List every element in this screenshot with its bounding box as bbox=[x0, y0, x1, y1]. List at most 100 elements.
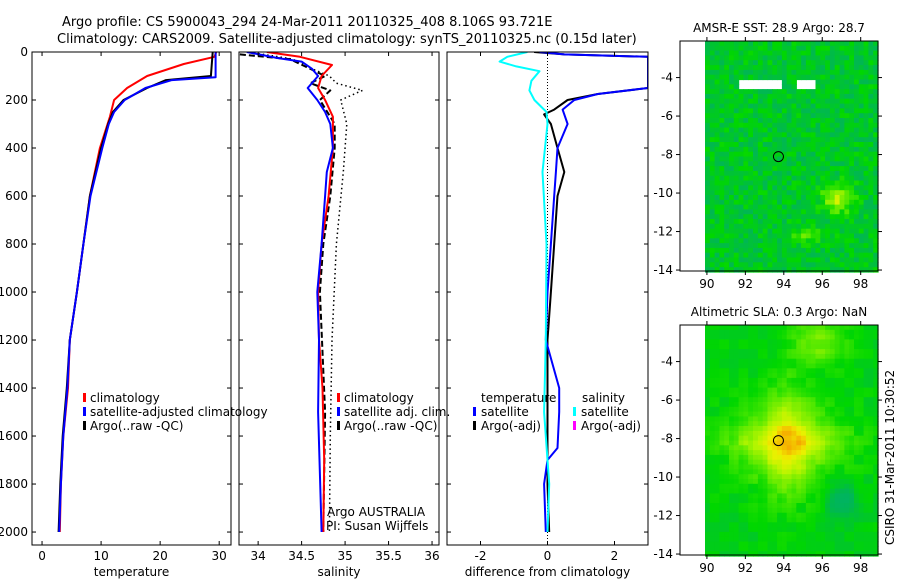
map-cell bbox=[849, 430, 855, 437]
map-cell bbox=[772, 74, 778, 81]
map-cell bbox=[786, 166, 793, 172]
temperature-legend: climatology satellite-adjusted climatolo… bbox=[83, 391, 268, 433]
map-cell bbox=[801, 349, 807, 355]
map-cell bbox=[873, 93, 879, 100]
map-cell bbox=[733, 358, 740, 365]
map-cell bbox=[753, 445, 759, 451]
map-cell bbox=[873, 421, 879, 427]
map-cell bbox=[714, 426, 720, 432]
map-cell bbox=[781, 79, 788, 85]
map-cell bbox=[777, 161, 783, 167]
map-cell bbox=[762, 426, 769, 432]
map-cell bbox=[829, 247, 836, 254]
map-cell bbox=[724, 546, 730, 552]
map-cell bbox=[839, 440, 845, 446]
map-cell bbox=[757, 214, 764, 220]
map-cell bbox=[767, 363, 773, 369]
map-cell bbox=[762, 166, 769, 172]
map-cell bbox=[810, 209, 817, 215]
map-cell bbox=[849, 469, 855, 475]
legend-swatch-argo bbox=[83, 421, 86, 430]
map-cell bbox=[719, 190, 725, 196]
map-cell bbox=[748, 353, 754, 360]
map-cell bbox=[839, 517, 845, 523]
map-cell bbox=[743, 209, 749, 215]
map-cell bbox=[786, 233, 793, 239]
map-cell bbox=[854, 195, 860, 201]
map-cell bbox=[863, 488, 869, 494]
map-cell bbox=[762, 50, 769, 56]
map-cell bbox=[849, 113, 855, 119]
map-cell bbox=[796, 166, 802, 172]
map-cell bbox=[858, 377, 865, 384]
map-cell bbox=[777, 488, 783, 494]
map-cell bbox=[849, 45, 855, 52]
map-cell bbox=[791, 546, 797, 552]
map-cell bbox=[748, 411, 754, 417]
map-cell bbox=[781, 113, 788, 119]
map-cell bbox=[829, 498, 836, 504]
map-cell bbox=[729, 118, 735, 124]
map-cell bbox=[796, 541, 802, 547]
map-cell bbox=[777, 142, 783, 148]
map-cell bbox=[810, 329, 817, 336]
map-cell bbox=[729, 397, 735, 403]
map-cell bbox=[863, 445, 869, 451]
map-cell bbox=[777, 512, 783, 519]
map-cell bbox=[709, 445, 716, 451]
map-cell bbox=[719, 108, 725, 114]
map-cell bbox=[844, 541, 850, 547]
map-cell bbox=[772, 180, 778, 186]
map-cell bbox=[733, 541, 740, 547]
map-cell bbox=[829, 488, 836, 494]
map-cell bbox=[791, 469, 797, 475]
map-cell bbox=[777, 175, 783, 182]
map-cell bbox=[791, 262, 797, 268]
map-cell bbox=[729, 233, 735, 239]
map-cell bbox=[753, 392, 759, 398]
map-cell bbox=[801, 531, 807, 538]
map-cell bbox=[709, 65, 716, 71]
map-cell bbox=[815, 252, 821, 259]
map-cell bbox=[873, 493, 879, 499]
x-tick-label: 94 bbox=[776, 561, 791, 575]
map-cell bbox=[801, 238, 807, 244]
map-cell bbox=[777, 204, 783, 210]
map-cell bbox=[791, 45, 797, 52]
map-cell bbox=[805, 60, 812, 66]
map-cell bbox=[796, 551, 802, 557]
map-cell bbox=[733, 344, 740, 350]
map-cell bbox=[786, 156, 793, 162]
map-cell bbox=[801, 363, 807, 369]
map-cell bbox=[772, 358, 778, 365]
map-cell bbox=[810, 262, 817, 268]
map-cell bbox=[777, 45, 783, 52]
map-cell bbox=[839, 93, 845, 100]
map-cell bbox=[743, 267, 749, 273]
map-cell bbox=[786, 382, 793, 389]
map-cell bbox=[834, 257, 841, 263]
legend-swatch-climatology bbox=[337, 393, 340, 402]
map-cell bbox=[786, 84, 793, 90]
map-cell bbox=[858, 161, 865, 167]
map-cell bbox=[757, 421, 764, 427]
map-cell bbox=[791, 65, 797, 71]
map-cell bbox=[719, 142, 725, 148]
map-cell bbox=[753, 185, 759, 191]
map-cell bbox=[868, 238, 874, 244]
map-cell bbox=[849, 406, 855, 413]
map-cell bbox=[719, 161, 725, 167]
map-cell bbox=[733, 329, 740, 336]
map-cell bbox=[767, 127, 773, 133]
map-cell bbox=[705, 127, 711, 133]
map-cell bbox=[743, 531, 749, 538]
map-cell bbox=[815, 474, 821, 480]
map-cell bbox=[733, 435, 740, 442]
map-cell bbox=[762, 41, 769, 47]
map-cell bbox=[709, 60, 716, 66]
axes-frame bbox=[31, 51, 232, 546]
map-cell bbox=[820, 551, 826, 557]
map-cell bbox=[757, 358, 764, 365]
map-cell bbox=[810, 507, 817, 514]
map-cell bbox=[858, 392, 865, 398]
